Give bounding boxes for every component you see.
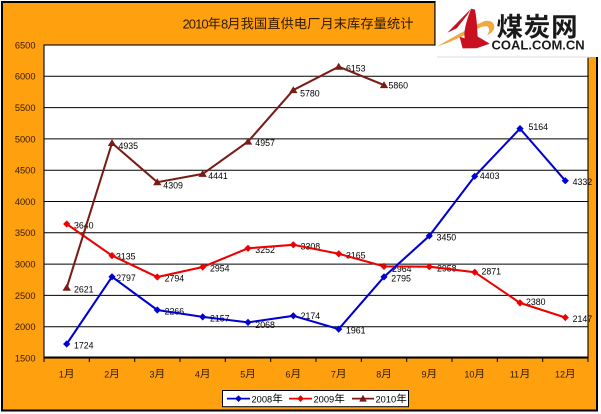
svg-text:5500: 5500	[15, 103, 36, 113]
svg-text:4000: 4000	[15, 197, 36, 207]
svg-text:3500: 3500	[15, 228, 36, 238]
svg-text:2: 2	[104, 369, 109, 379]
svg-text:12: 12	[555, 369, 565, 379]
svg-text:3135: 3135	[116, 251, 136, 261]
svg-text:9: 9	[422, 369, 427, 379]
svg-text:11: 11	[510, 369, 519, 379]
svg-text:7: 7	[331, 369, 336, 379]
svg-text:1: 1	[59, 369, 64, 379]
svg-text:3450: 3450	[437, 233, 457, 243]
svg-text:5780: 5780	[300, 89, 320, 99]
svg-text:1724: 1724	[74, 341, 94, 351]
svg-text:2964: 2964	[392, 264, 412, 274]
svg-text:2954: 2954	[210, 264, 230, 274]
svg-text:2794: 2794	[165, 274, 185, 284]
svg-text:1500: 1500	[15, 353, 36, 363]
svg-text:4403: 4403	[480, 171, 500, 181]
svg-text:6: 6	[286, 369, 291, 379]
svg-text:5000: 5000	[15, 134, 36, 144]
svg-text:5860: 5860	[389, 81, 409, 91]
svg-text:2147: 2147	[573, 314, 593, 324]
svg-text:4332: 4332	[573, 177, 593, 187]
svg-text:3252: 3252	[255, 245, 275, 255]
svg-text:8: 8	[376, 369, 381, 379]
svg-text:6000: 6000	[15, 72, 36, 82]
svg-text:4935: 4935	[119, 141, 139, 151]
svg-text:2174: 2174	[301, 311, 321, 321]
svg-text:2621: 2621	[74, 284, 94, 294]
svg-text:4: 4	[195, 369, 200, 379]
svg-text:10: 10	[464, 369, 474, 379]
svg-text:3308: 3308	[301, 241, 321, 251]
svg-text:4957: 4957	[255, 138, 275, 148]
svg-text:2380: 2380	[526, 297, 546, 307]
svg-text:4309: 4309	[163, 181, 183, 191]
svg-text:2000: 2000	[15, 322, 36, 332]
svg-text:3640: 3640	[74, 221, 94, 231]
svg-text:1961: 1961	[346, 326, 366, 336]
svg-text:2500: 2500	[15, 291, 36, 301]
svg-text:2871: 2871	[482, 266, 502, 276]
svg-text:2068: 2068	[255, 320, 275, 330]
svg-text:3: 3	[150, 369, 155, 379]
svg-text:6500: 6500	[15, 40, 36, 50]
svg-text:2797: 2797	[116, 273, 136, 283]
svg-text:2010: 2010	[376, 394, 397, 404]
svg-text:6153: 6153	[346, 63, 366, 73]
svg-text:2008: 2008	[252, 394, 273, 404]
svg-text:2010: 2010	[183, 16, 209, 31]
svg-text:4441: 4441	[208, 171, 228, 181]
svg-text:2795: 2795	[391, 274, 411, 284]
svg-text:3165: 3165	[346, 250, 366, 260]
svg-text:2009: 2009	[314, 394, 335, 404]
svg-text:4500: 4500	[15, 166, 36, 176]
svg-text:5164: 5164	[529, 122, 549, 132]
svg-text:COAL.COM.CN: COAL.COM.CN	[492, 37, 585, 52]
svg-text:8: 8	[221, 16, 228, 31]
svg-text:3000: 3000	[15, 260, 36, 270]
svg-text:5: 5	[240, 369, 245, 379]
